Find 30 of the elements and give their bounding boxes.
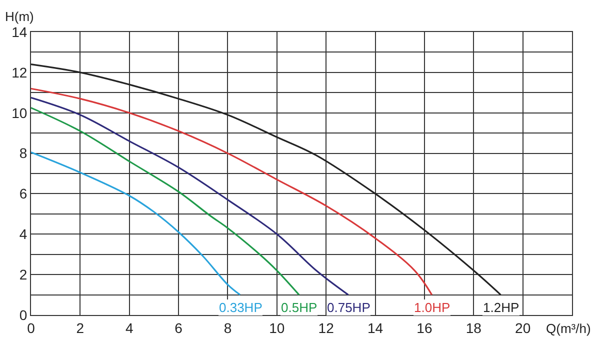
x-tick-label: 4: [125, 320, 134, 336]
y-tick-label: 4: [19, 226, 28, 242]
line-series: [31, 96, 350, 296]
y-tick-label: 12: [12, 64, 28, 80]
x-tick-label: 12: [318, 320, 334, 336]
series-label: 0.33HP: [219, 300, 262, 315]
line-series: [31, 64, 502, 296]
series-label: 1.2HP: [483, 300, 520, 315]
y-tick-label: 8: [19, 145, 28, 162]
y-tick-label: 14: [12, 24, 28, 40]
x-tick-label: 14: [367, 320, 384, 336]
y-axis-title: H(m): [5, 9, 34, 24]
x-tick-label: 18: [466, 320, 482, 336]
series-label: 0.75HP: [327, 300, 370, 315]
x-tick-label: 16: [416, 320, 432, 336]
x-axis-title: Q(m³/h): [546, 321, 591, 336]
y-tick-label: 6: [19, 186, 28, 202]
x-tick-label: 6: [174, 320, 183, 336]
y-tick-label: 2: [19, 266, 28, 282]
y-tick-label: 0: [19, 306, 28, 323]
x-tick-label: 20: [515, 320, 531, 336]
x-tick-label: 8: [224, 320, 232, 336]
line-series: [31, 151, 241, 296]
line-series: [31, 107, 300, 296]
x-tick-label: 10: [269, 320, 285, 336]
line-series: [31, 88, 433, 296]
x-tick-label: 2: [76, 320, 84, 336]
series-label: 1.0HP: [414, 300, 450, 315]
series-label: 0.5HP: [281, 300, 318, 315]
y-tick-label: 10: [12, 104, 28, 121]
